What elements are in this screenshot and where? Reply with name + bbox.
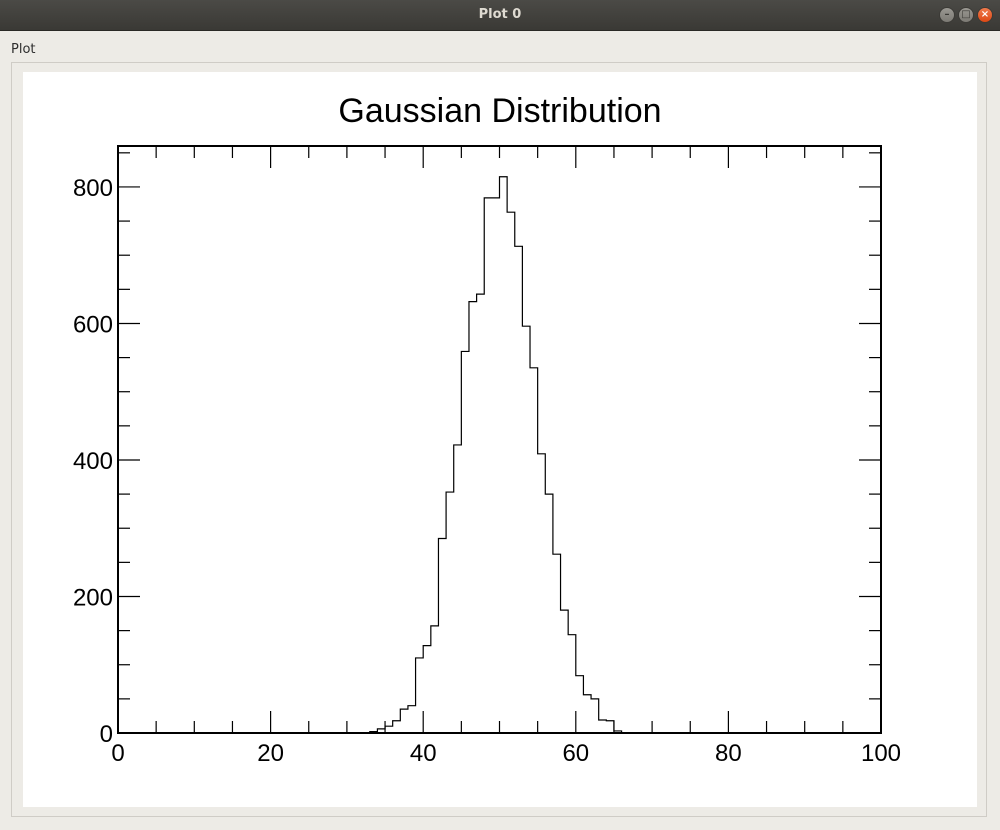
histogram-bin <box>515 246 523 733</box>
window-title: Plot 0 <box>478 7 522 22</box>
x-tick-label: 60 <box>562 740 589 767</box>
y-tick-label: 200 <box>73 584 113 611</box>
maximize-button[interactable]: □ <box>958 7 974 23</box>
y-tick-label: 800 <box>73 175 113 202</box>
histogram-bin <box>438 538 446 733</box>
histogram-bin <box>393 721 401 733</box>
histogram-bin <box>538 454 546 733</box>
histogram-bin <box>454 445 462 733</box>
histogram-bin <box>561 610 569 733</box>
histogram-outline <box>369 176 623 733</box>
histogram-bin <box>568 635 576 733</box>
histogram-bins <box>370 177 622 733</box>
histogram-bin <box>530 368 538 733</box>
axis-ticks <box>117 146 882 734</box>
window-titlebar: Plot 0 – □ × <box>0 0 1000 31</box>
histogram-bin <box>507 212 515 733</box>
histogram-chart: Gaussian Distribution 0 20 40 60 80 100 0 200 40… <box>73 92 901 767</box>
y-tick-label: 400 <box>73 448 113 475</box>
minimize-icon: – <box>944 9 950 20</box>
x-tick-label: 100 <box>861 740 901 767</box>
tick-labels: 0 20 40 60 80 100 0 200 400 600 800 <box>73 175 901 767</box>
minimize-button[interactable]: – <box>939 7 955 23</box>
plot-canvas: Gaussian Distribution 0 20 40 60 80 100 0 200 40… <box>23 72 977 807</box>
histogram-bin <box>553 554 561 733</box>
histogram-bin <box>408 706 416 733</box>
histogram-bin <box>606 721 614 733</box>
group-label: Plot <box>11 42 36 57</box>
close-icon: × <box>980 9 990 20</box>
histogram-bin <box>423 646 431 733</box>
histogram-bin <box>576 676 584 733</box>
x-tick-label: 20 <box>257 740 284 767</box>
histogram-bin <box>484 198 492 733</box>
histogram-bin <box>591 699 599 733</box>
histogram-bin <box>461 351 469 733</box>
x-tick-label: 40 <box>410 740 437 767</box>
y-tick-label: 0 <box>100 721 113 748</box>
close-button[interactable]: × <box>977 7 993 23</box>
y-tick-label: 600 <box>73 311 113 338</box>
histogram-bin <box>492 198 500 733</box>
histogram-bin <box>545 494 553 733</box>
histogram-bin <box>385 726 393 733</box>
histogram-bin <box>446 492 454 733</box>
x-tick-label: 0 <box>111 740 124 767</box>
histogram-bin <box>469 302 477 733</box>
histogram-bin <box>500 177 508 733</box>
maximize-icon: □ <box>961 9 971 20</box>
x-tick-label: 80 <box>715 740 742 767</box>
histogram-bin <box>599 720 607 733</box>
histogram-bin <box>400 709 408 733</box>
histogram-bin <box>431 626 439 733</box>
histogram-bin <box>477 294 485 733</box>
chart-title: Gaussian Distribution <box>338 92 661 130</box>
plot-frame <box>117 145 882 734</box>
histogram-bin <box>583 695 591 733</box>
histogram-bin <box>522 326 530 733</box>
histogram-bin <box>416 658 424 733</box>
group-frame <box>11 62 987 817</box>
